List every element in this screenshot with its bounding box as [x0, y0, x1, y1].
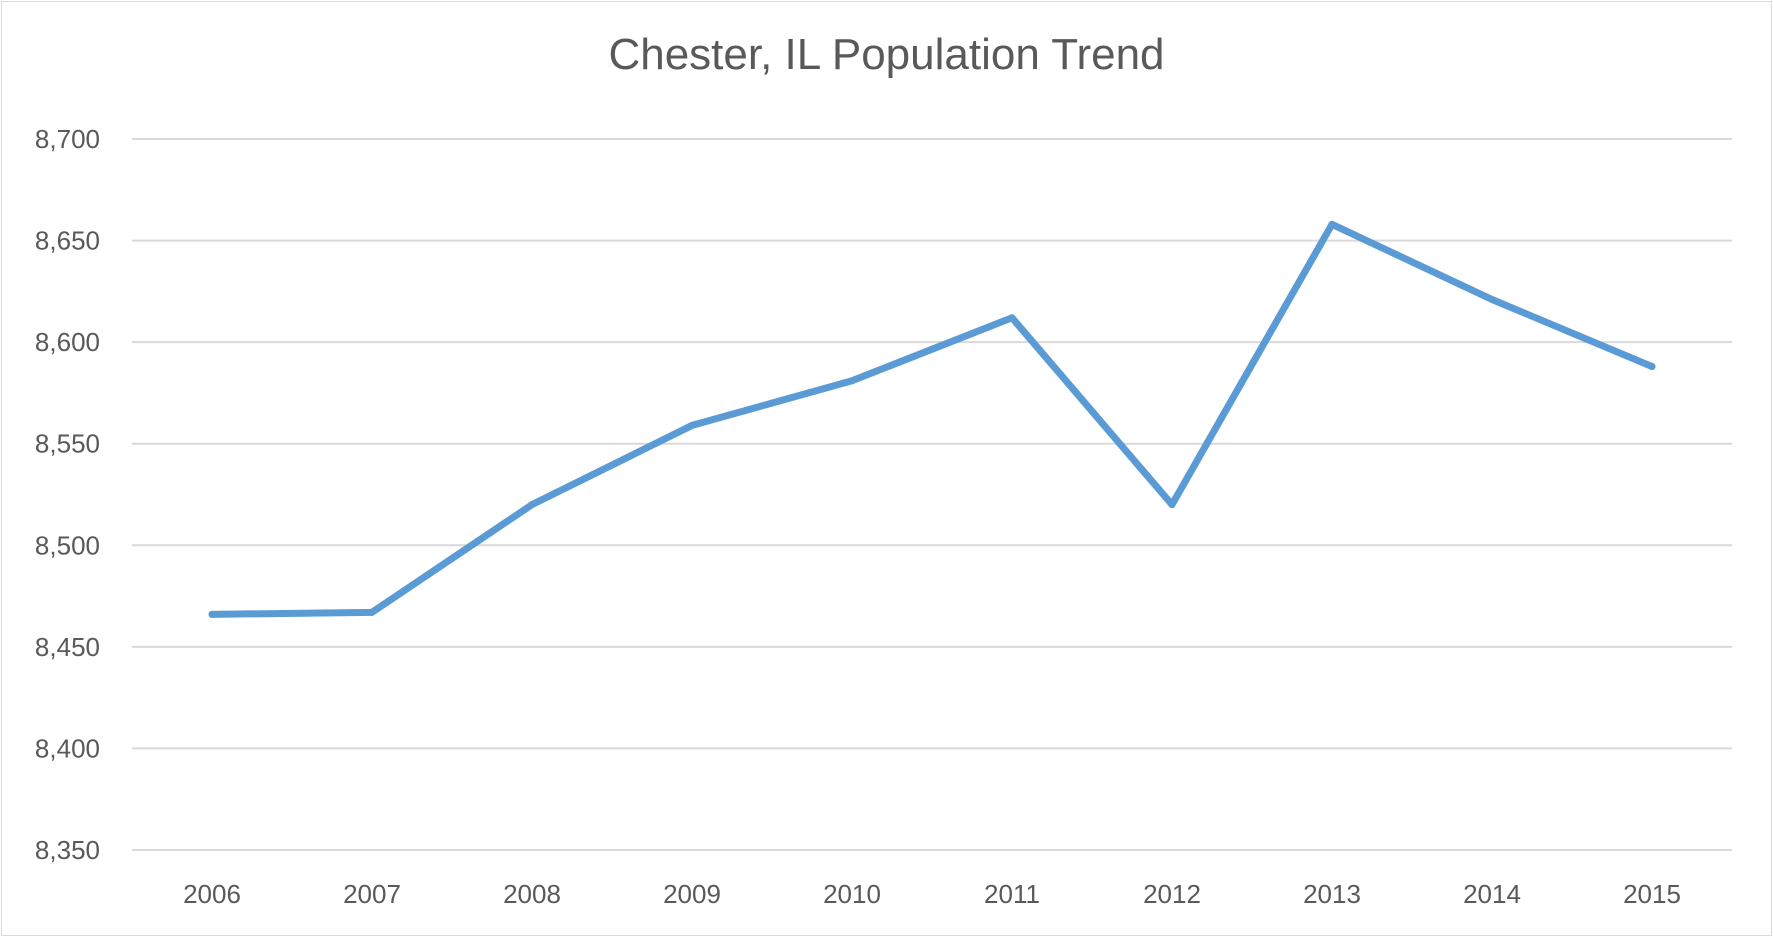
y-tick-label: 8,650	[35, 226, 100, 256]
y-axis: 8,350 8,400 8,450 8,500 8,550 8,600 8,650 8,700	[35, 124, 100, 865]
data-point	[848, 377, 856, 385]
y-tick-label: 8,400	[35, 733, 100, 763]
x-tick-label: 2015	[1623, 879, 1681, 909]
x-tick-label: 2009	[663, 879, 721, 909]
y-tick-label: 8,600	[35, 327, 100, 357]
data-point	[1328, 220, 1336, 228]
x-tick-label: 2013	[1303, 879, 1361, 909]
data-point	[1168, 501, 1176, 509]
series-group	[208, 220, 1656, 618]
data-point	[528, 501, 536, 509]
gridlines	[132, 138, 1732, 851]
chart-title: Chester, IL Population Trend	[608, 30, 1165, 79]
x-axis: 2006 2007 2008 2009 2010 2011 2012 2013 2014 2015	[183, 879, 1681, 909]
x-tick-label: 2012	[1143, 879, 1201, 909]
series-line	[208, 220, 1656, 618]
data-point	[1008, 314, 1016, 322]
x-tick-label: 2007	[343, 879, 401, 909]
x-tick-label: 2010	[823, 879, 881, 909]
y-tick-label: 8,350	[35, 835, 100, 865]
x-tick-label: 2014	[1463, 879, 1521, 909]
data-point	[1648, 363, 1656, 371]
data-point	[1488, 295, 1496, 303]
x-tick-label: 2006	[183, 879, 241, 909]
data-point	[688, 421, 696, 429]
y-tick-label: 8,700	[35, 124, 100, 154]
y-tick-label: 8,500	[35, 530, 100, 560]
x-tick-label: 2008	[503, 879, 561, 909]
data-point	[208, 610, 216, 618]
x-tick-label: 2011	[984, 879, 1040, 909]
y-tick-label: 8,550	[35, 429, 100, 459]
data-point	[368, 608, 376, 616]
y-tick-label: 8,450	[35, 632, 100, 662]
